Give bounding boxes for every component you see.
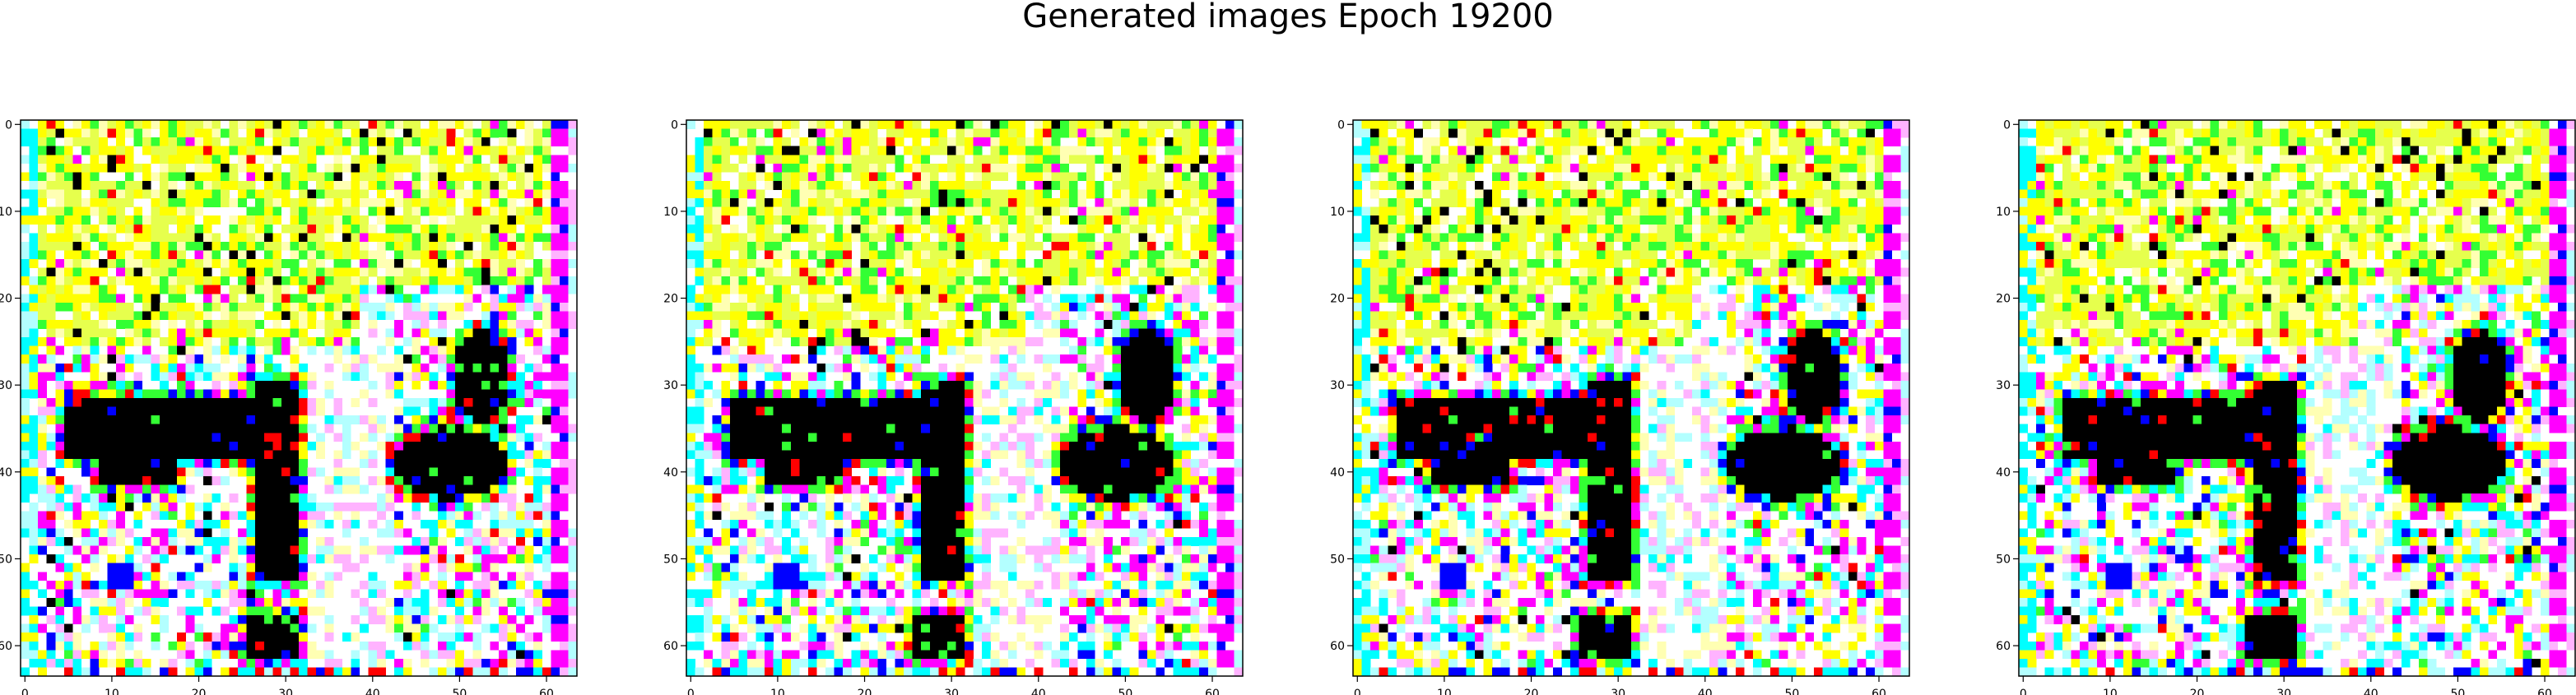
panel-1-ytick-label: 10 bbox=[0, 206, 12, 219]
panel-3-ytick-label: 30 bbox=[1330, 379, 1345, 392]
panel-3-xtick-label: 10 bbox=[1437, 688, 1452, 695]
panel-3-ytick-label: 40 bbox=[1330, 466, 1345, 480]
panel-2-pixels bbox=[686, 120, 1244, 677]
panel-4-xtick-label: 30 bbox=[2276, 688, 2291, 695]
panel-1-ytick-label: 30 bbox=[0, 379, 12, 392]
panel-2-xtick-label: 60 bbox=[1205, 688, 1220, 695]
panel-2-ytick-label: 0 bbox=[671, 118, 678, 132]
panel-1-xtick-label: 0 bbox=[21, 688, 29, 695]
panel-1-ytick-label: 0 bbox=[5, 118, 12, 132]
panel-2-frame bbox=[686, 119, 1244, 677]
panel-1-xtick-label: 10 bbox=[105, 688, 119, 695]
panel-4-xtick-label: 0 bbox=[2020, 688, 2027, 695]
panel-2-xtick-label: 30 bbox=[944, 688, 959, 695]
panel-4-ytick-label: 50 bbox=[1996, 553, 2011, 566]
panel-2-xtick-label: 40 bbox=[1031, 688, 1046, 695]
panel-3-ytick-label: 50 bbox=[1330, 553, 1345, 566]
panel-4-pixels bbox=[2019, 120, 2576, 677]
panel-3-xtick-label: 20 bbox=[1524, 688, 1539, 695]
panel-4-ytick-label: 10 bbox=[1996, 206, 2011, 219]
panel-2-ytick-label: 50 bbox=[663, 553, 678, 566]
panel-2-xtick-label: 10 bbox=[770, 688, 785, 695]
panel-3-xtick-label: 0 bbox=[1354, 688, 1361, 695]
panel-2-xtick-label: 50 bbox=[1118, 688, 1132, 695]
panel-3-ytick-label: 0 bbox=[1337, 118, 1345, 132]
panel-1-frame bbox=[20, 119, 578, 677]
panel-1-xtick-label: 50 bbox=[452, 688, 467, 695]
panel-4-xtick-label: 60 bbox=[2537, 688, 2552, 695]
panel-3-pixels bbox=[1353, 120, 1910, 677]
panel-3-ytick-label: 20 bbox=[1330, 293, 1345, 306]
panel-1-pixels bbox=[21, 120, 578, 677]
panel-4-ytick-label: 0 bbox=[2003, 118, 2011, 132]
panel-4-ytick-label: 30 bbox=[1996, 379, 2011, 392]
panel-4-frame bbox=[2018, 119, 2576, 677]
panel-1-ytick-label: 50 bbox=[0, 553, 12, 566]
panel-4-xtick-label: 40 bbox=[2364, 688, 2378, 695]
panel-3-xtick-label: 60 bbox=[1872, 688, 1886, 695]
panel-1-xtick-label: 60 bbox=[539, 688, 554, 695]
panel-4-xtick-label: 20 bbox=[2190, 688, 2205, 695]
panel-1-ytick-label: 20 bbox=[0, 293, 12, 306]
panel-3-ytick-label: 10 bbox=[1330, 206, 1345, 219]
image-panel-2: 0 10 20 30 40 50 60 0 10 20 30 40 50 60 bbox=[663, 118, 1244, 695]
figure-title: Generated images Epoch 19200 bbox=[1022, 0, 1554, 35]
panel-4-xtick-label: 50 bbox=[2450, 688, 2465, 695]
image-panel-4: 0 10 20 30 40 50 60 0 10 20 30 40 50 60 bbox=[1996, 118, 2576, 695]
panel-2-xtick-label: 20 bbox=[858, 688, 872, 695]
panel-3-xtick-label: 50 bbox=[1784, 688, 1799, 695]
image-panel-1: 0 10 20 30 40 50 60 0 10 20 30 40 50 60 bbox=[0, 118, 578, 695]
panel-2-ytick-label: 40 bbox=[663, 466, 678, 480]
panel-2-xtick-label: 0 bbox=[687, 688, 695, 695]
panel-2-ytick-label: 10 bbox=[663, 206, 678, 219]
panel-1-xtick-label: 30 bbox=[278, 688, 293, 695]
panel-3-frame bbox=[1352, 119, 1910, 677]
panel-4-ytick-label: 60 bbox=[1996, 640, 2011, 653]
panel-3-xtick-label: 30 bbox=[1611, 688, 1625, 695]
panel-2-ytick-label: 30 bbox=[663, 379, 678, 392]
panel-1-xtick-label: 40 bbox=[365, 688, 380, 695]
panel-1-xtick-label: 20 bbox=[192, 688, 207, 695]
panel-1-ytick-label: 40 bbox=[0, 466, 12, 480]
panel-4-ytick-label: 20 bbox=[1996, 293, 2011, 306]
panel-2-ytick-label: 20 bbox=[663, 293, 678, 306]
panel-3-xtick-label: 40 bbox=[1698, 688, 1713, 695]
panel-4-xtick-label: 10 bbox=[2103, 688, 2118, 695]
panel-2-ytick-label: 60 bbox=[663, 640, 678, 653]
panel-1-ytick-label: 60 bbox=[0, 640, 12, 653]
panel-4-ytick-label: 40 bbox=[1996, 466, 2011, 480]
image-panel-3: 0 10 20 30 40 50 60 0 10 20 30 40 50 60 bbox=[1330, 118, 1910, 695]
panel-3-ytick-label: 60 bbox=[1330, 640, 1345, 653]
